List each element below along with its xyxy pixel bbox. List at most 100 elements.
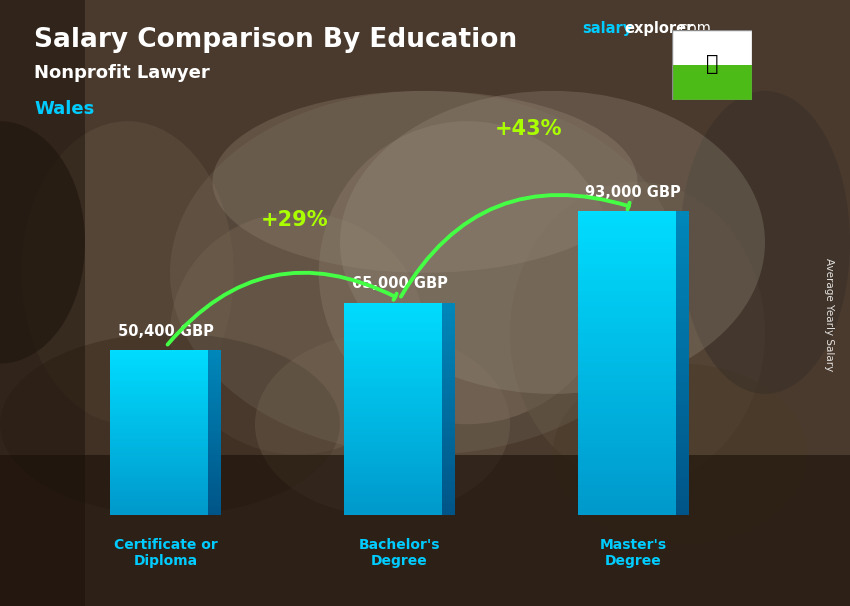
Bar bbox=[344, 470, 442, 473]
Bar bbox=[110, 377, 208, 379]
Bar bbox=[208, 398, 221, 400]
Bar bbox=[578, 222, 676, 227]
Bar bbox=[578, 401, 676, 405]
Bar bbox=[442, 470, 455, 473]
Bar bbox=[676, 325, 688, 329]
Bar bbox=[110, 394, 208, 396]
Bar bbox=[442, 459, 455, 462]
Bar bbox=[344, 396, 442, 398]
Bar bbox=[208, 361, 221, 363]
Bar bbox=[578, 356, 676, 359]
Bar bbox=[442, 319, 455, 321]
Bar bbox=[344, 425, 442, 427]
Bar bbox=[578, 477, 676, 481]
Bar bbox=[578, 264, 676, 268]
Bar bbox=[578, 227, 676, 230]
Bar bbox=[208, 468, 221, 470]
Bar bbox=[110, 422, 208, 425]
Bar bbox=[676, 279, 688, 284]
Bar bbox=[676, 329, 688, 333]
Bar bbox=[578, 299, 676, 302]
Bar bbox=[110, 391, 208, 394]
Bar bbox=[578, 295, 676, 299]
Bar bbox=[442, 454, 455, 457]
Ellipse shape bbox=[170, 91, 680, 454]
Bar bbox=[442, 446, 455, 448]
Bar bbox=[110, 445, 208, 447]
Bar bbox=[110, 488, 208, 490]
Bar bbox=[208, 425, 221, 427]
Bar bbox=[578, 447, 676, 450]
Bar bbox=[578, 409, 676, 413]
Bar bbox=[208, 416, 221, 418]
Bar bbox=[344, 451, 442, 454]
Bar bbox=[344, 438, 442, 441]
Bar bbox=[344, 308, 442, 311]
Bar bbox=[442, 311, 455, 313]
Text: +43%: +43% bbox=[495, 119, 562, 139]
Bar bbox=[676, 398, 688, 401]
Bar bbox=[442, 430, 455, 433]
Bar bbox=[208, 509, 221, 511]
Bar bbox=[676, 222, 688, 227]
Bar bbox=[676, 295, 688, 299]
Bar bbox=[208, 428, 221, 431]
Bar bbox=[578, 367, 676, 371]
Bar bbox=[344, 316, 442, 319]
Bar bbox=[344, 465, 442, 467]
Bar bbox=[578, 348, 676, 352]
Bar bbox=[676, 291, 688, 295]
Bar bbox=[344, 462, 442, 465]
Bar bbox=[208, 464, 221, 465]
Bar bbox=[442, 305, 455, 308]
Bar bbox=[344, 393, 442, 396]
Ellipse shape bbox=[319, 121, 616, 424]
Text: 65,000 GBP: 65,000 GBP bbox=[352, 276, 447, 291]
Bar bbox=[676, 264, 688, 268]
Bar bbox=[442, 316, 455, 319]
Bar bbox=[110, 350, 208, 353]
Bar bbox=[110, 480, 208, 482]
Bar bbox=[208, 494, 221, 496]
Bar bbox=[110, 484, 208, 486]
Bar bbox=[208, 391, 221, 394]
Bar bbox=[110, 456, 208, 458]
Bar bbox=[110, 400, 208, 402]
Bar bbox=[208, 408, 221, 410]
Bar bbox=[344, 430, 442, 433]
Bar bbox=[110, 371, 208, 373]
Bar bbox=[344, 433, 442, 436]
Bar bbox=[344, 513, 442, 515]
Bar bbox=[442, 499, 455, 502]
Bar bbox=[344, 406, 442, 409]
Bar bbox=[442, 329, 455, 332]
Bar bbox=[344, 494, 442, 496]
Bar bbox=[676, 356, 688, 359]
Bar bbox=[676, 504, 688, 507]
Bar bbox=[578, 458, 676, 462]
Bar bbox=[442, 377, 455, 380]
Text: 50,400 GBP: 50,400 GBP bbox=[118, 324, 213, 339]
Bar bbox=[344, 319, 442, 321]
Bar bbox=[676, 496, 688, 500]
Bar bbox=[676, 306, 688, 310]
Bar bbox=[110, 465, 208, 468]
Bar bbox=[578, 215, 676, 219]
Bar bbox=[208, 387, 221, 390]
Bar bbox=[442, 504, 455, 507]
Bar bbox=[676, 287, 688, 291]
Bar bbox=[442, 507, 455, 510]
Bar bbox=[208, 379, 221, 381]
Bar bbox=[578, 500, 676, 504]
Bar bbox=[578, 443, 676, 447]
Text: Master's
Degree: Master's Degree bbox=[600, 538, 667, 568]
Bar bbox=[676, 413, 688, 416]
Bar bbox=[442, 340, 455, 342]
Bar bbox=[110, 435, 208, 437]
Bar bbox=[442, 342, 455, 345]
Bar bbox=[208, 439, 221, 441]
Bar bbox=[208, 474, 221, 476]
Bar bbox=[442, 396, 455, 398]
Ellipse shape bbox=[340, 91, 765, 394]
Bar bbox=[442, 393, 455, 396]
